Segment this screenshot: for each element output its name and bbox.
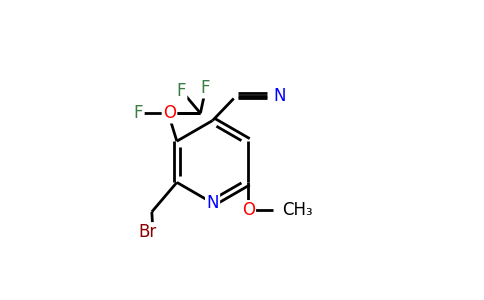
Text: Br: Br — [138, 224, 156, 242]
Text: N: N — [274, 86, 287, 104]
Text: N: N — [206, 194, 219, 212]
Text: F: F — [177, 82, 186, 100]
Text: CH₃: CH₃ — [282, 201, 313, 219]
Text: F: F — [134, 104, 143, 122]
Text: F: F — [200, 79, 210, 97]
Text: O: O — [163, 104, 176, 122]
Text: O: O — [242, 201, 255, 219]
